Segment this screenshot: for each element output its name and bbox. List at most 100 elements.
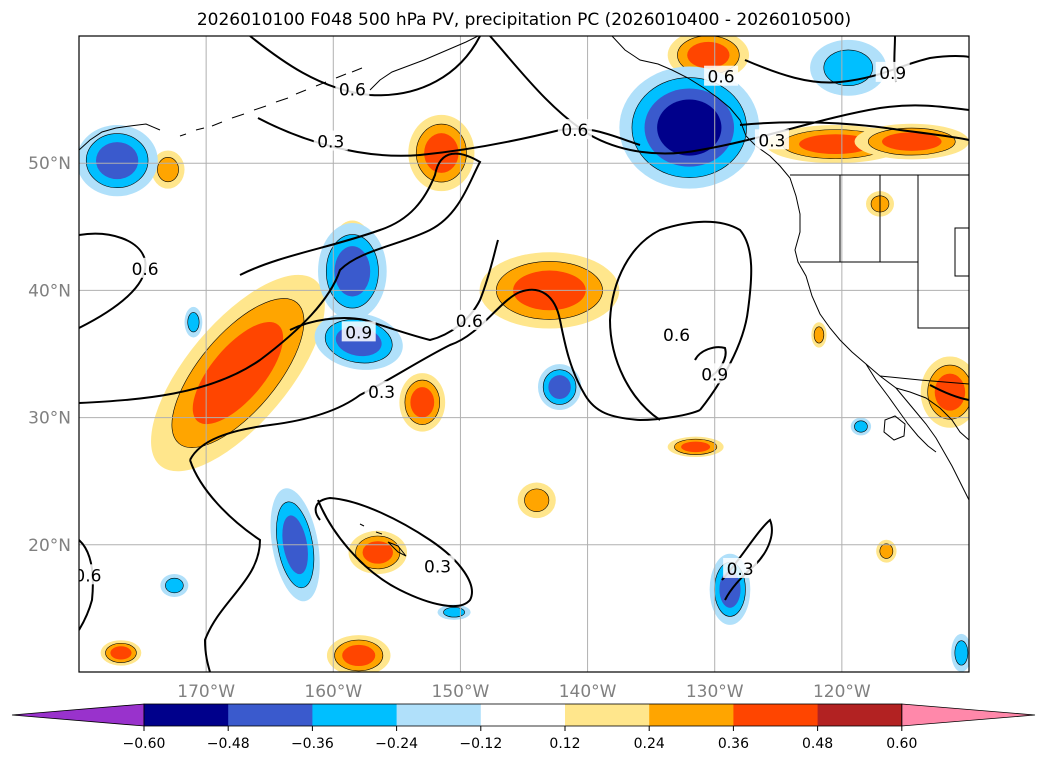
anomaly-fill-level <box>410 387 435 418</box>
pv-contours <box>79 36 969 672</box>
anomaly-region-positive-6 <box>667 436 724 458</box>
anomaly-fill-level <box>681 441 711 453</box>
colorbar-swatch <box>565 704 650 726</box>
contour-label-bg <box>875 61 910 82</box>
contour-label: 0.6 <box>561 121 588 141</box>
contour-label: 0.3 <box>727 560 754 580</box>
anomaly-fill-level <box>95 142 139 180</box>
guadalupe-island <box>883 415 906 441</box>
colorbar-tick-label: 0.24 <box>634 736 665 752</box>
contour-label-bg <box>557 119 592 140</box>
anomaly-region-positive-9 <box>100 640 142 666</box>
contour-label: 0.9 <box>345 323 372 343</box>
anomaly-fill-level <box>934 373 966 411</box>
anomaly-fill-level <box>954 640 969 666</box>
anomaly-region-positive-17 <box>811 322 827 348</box>
anomaly-region-negative-19 <box>318 222 387 320</box>
lat-tick-label: 20°N <box>28 536 71 556</box>
alaska-peninsula-coastline <box>369 36 479 91</box>
anomaly-fill-level <box>334 246 371 297</box>
contour-label: 0.6 <box>708 68 735 88</box>
anomaly-fill-level <box>165 577 184 594</box>
anomaly-fill-level <box>157 157 179 183</box>
anomaly-fill-level <box>854 420 868 433</box>
pv-contour-0.3-east <box>929 384 969 401</box>
us-state-borders <box>800 175 969 329</box>
pv-contour-0.6-north <box>249 36 481 97</box>
north-america-coastline <box>611 36 969 501</box>
anomaly-fill-level <box>813 326 825 344</box>
contour-label-bg <box>128 257 163 278</box>
lon-tick-label: 160°W <box>304 682 362 702</box>
anomaly-region-positive-8 <box>326 635 391 672</box>
lon-tick-label: 170°W <box>177 682 235 702</box>
contour-label-bg <box>697 363 732 384</box>
colorbar-tick-label: −0.24 <box>375 736 418 752</box>
contour-labels: 0.6 0.3 0.6 0.6 0.9 0.3 0.6 0.9 0.6 0.6 0.9 0.3 0.3 0… <box>74 61 910 586</box>
longitude-tick-labels: 170°W 160°W 150°W 140°W 130°W 120°W <box>177 682 871 702</box>
contour-label: 0.3 <box>758 131 785 151</box>
colorbar-tick-label: 0.48 <box>802 736 833 752</box>
colorbar-tick-label: −0.60 <box>123 736 166 752</box>
contour-label: 0.6 <box>339 80 366 100</box>
pv-contour-0.6-central <box>79 152 482 404</box>
contour-label: 0.3 <box>368 383 395 403</box>
lon-tick-label: 140°W <box>559 682 617 702</box>
anomaly-region-negative-27 <box>184 306 203 338</box>
baja-california-coastline <box>865 363 937 453</box>
anomaly-region-negative-25 <box>810 39 887 96</box>
gridlines <box>79 36 969 672</box>
contour-label-bg <box>335 78 370 99</box>
anomaly-fill-level <box>823 49 873 87</box>
pv-contour-0.3-canada <box>739 121 969 141</box>
hawaii-island <box>359 523 407 557</box>
contour-label-bg <box>723 557 758 578</box>
colorbar-swatch <box>733 704 819 726</box>
pv-contour-0.3-south-ring <box>314 496 473 608</box>
contour-label-bg <box>341 321 376 342</box>
coastlines <box>79 36 969 557</box>
contour-label: 0.6 <box>74 566 101 586</box>
pv-contour-0.6-gulf-alaska <box>489 36 969 155</box>
pv-contour-0.3-sw-right <box>721 518 773 601</box>
contour-label-bg <box>704 65 739 86</box>
latitude-tick-labels: 20°N 30°N 40°N 50°N <box>28 154 71 556</box>
colorbar-swatch <box>649 704 734 726</box>
pv-contour-0.6-low <box>608 220 753 421</box>
anomaly-fill-level <box>110 646 132 660</box>
contour-label-bg <box>754 129 789 150</box>
contour-label: 0.9 <box>701 365 728 385</box>
colorbar-swatch <box>396 704 482 726</box>
colorbar-swatch <box>312 704 398 726</box>
colorbar-extend-high <box>901 703 1036 727</box>
colorbar-swatch <box>144 704 229 726</box>
anomaly-fill-level <box>342 644 376 667</box>
pv-contour-0.9-central <box>289 239 499 342</box>
anomaly-region-negative-21 <box>79 125 158 197</box>
us-mexico-border <box>879 375 969 385</box>
pv-contour-0.6-far-sw <box>79 539 94 631</box>
anomaly-region-positive-4 <box>399 373 446 432</box>
anomaly-fill-level <box>362 541 393 564</box>
anomaly-fill-level <box>187 312 200 333</box>
contour-label: 0.3 <box>317 133 344 153</box>
lat-tick-label: 40°N <box>28 281 71 301</box>
contour-label-bg <box>452 309 487 330</box>
colorbar-swatch <box>817 704 903 726</box>
colorbar-extend-low <box>11 703 145 727</box>
anomaly-fill-level <box>882 132 942 151</box>
colorbar-tick-label: 0.60 <box>886 736 917 752</box>
anomaly-region-positive-15 <box>876 539 897 563</box>
contour-label-bg <box>364 381 399 402</box>
anomaly-region-negative-26 <box>160 574 189 597</box>
contour-label: 0.3 <box>424 557 451 577</box>
colorbar-tick-label: −0.36 <box>291 736 334 752</box>
aleutian-islands <box>179 67 363 137</box>
chart-title: 2026010100 F048 500 hPa PV, precipitatio… <box>197 10 851 30</box>
anomaly-fill-level <box>657 99 722 156</box>
anomaly-region-negative-30 <box>850 417 872 436</box>
colorbar-tick-label: −0.12 <box>459 736 502 752</box>
contour-label-bg <box>79 564 105 585</box>
map-frame <box>78 35 970 673</box>
